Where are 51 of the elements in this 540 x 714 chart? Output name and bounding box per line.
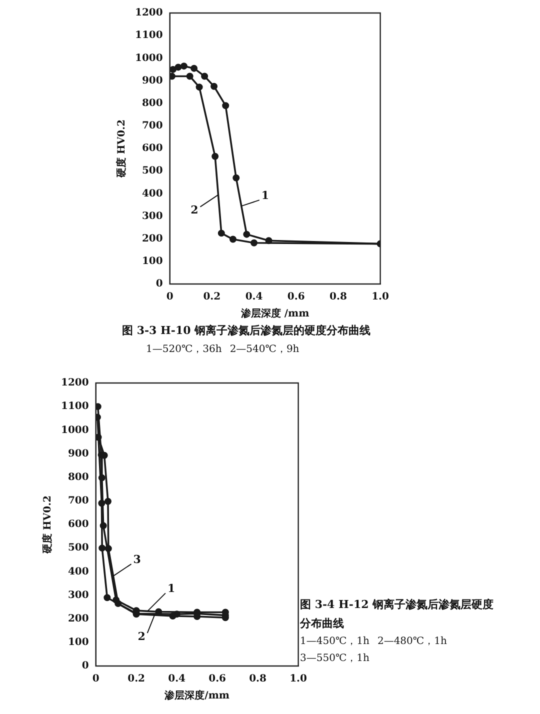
x-tick-label: 0.8 — [330, 292, 347, 303]
x-tick-label: 1.0 — [290, 674, 308, 685]
x-tick-label: 0.2 — [128, 674, 146, 685]
y-tick-label: 300 — [68, 590, 89, 601]
y-axis-title: 硬度 HV0.2 — [42, 495, 54, 555]
x-tick-label: 0.4 — [245, 292, 263, 303]
x-tick-label: 1.0 — [372, 292, 390, 303]
x-axis-title: 渗层深度/mm — [164, 690, 230, 702]
y-tick-label: 200 — [68, 613, 89, 624]
y-tick-label: 600 — [68, 519, 89, 530]
legend-label: 1 — [261, 188, 270, 202]
y-tick-label: 600 — [142, 143, 163, 154]
y-tick-label: 400 — [142, 188, 163, 200]
y-tick-label: 800 — [68, 472, 89, 483]
y-tick-label: 200 — [142, 233, 163, 244]
legend-label: 2 — [138, 630, 146, 643]
y-tick-label: 1200 — [134, 8, 163, 19]
y-tick-label: 0 — [156, 278, 163, 290]
x-tick-label: 0.6 — [287, 292, 305, 303]
x-tick-label: 0.4 — [168, 674, 186, 685]
y-tick-label: 500 — [68, 542, 89, 554]
y-tick-label: 1200 — [60, 378, 89, 389]
y-tick-label: 300 — [142, 210, 163, 222]
y-tick-label: 500 — [142, 166, 163, 177]
y-tick-label: 100 — [142, 256, 163, 268]
x-tick-label: 0.8 — [249, 674, 267, 685]
x-tick-label: 0.6 — [208, 674, 226, 685]
y-axis-title: 硬度 HV0.2 — [116, 119, 128, 179]
y-tick-label: 1100 — [134, 30, 163, 42]
y-tick-label: 700 — [68, 496, 89, 507]
text: 1—450℃，1h 2—480℃，1h 3—550℃，1h — [300, 635, 447, 666]
y-tick-label: 400 — [68, 566, 89, 578]
y-tick-label: 100 — [68, 637, 89, 648]
text: 图 3-4 H-12 钢离子渗氮后渗氮层硬度分布曲线 — [300, 597, 495, 632]
text: 1—520℃，36h 2—540℃，9h — [146, 342, 300, 357]
y-tick-label: 1000 — [134, 52, 163, 64]
y-tick-label: 0 — [82, 660, 89, 672]
x-tick-label: 0.2 — [203, 292, 221, 303]
text: 图 3-3 H-10 钢离子渗氮后渗氮层的硬度分布曲线 — [122, 323, 372, 339]
series-label: 2 — [190, 204, 198, 217]
series-label: 1 — [167, 582, 176, 596]
y-tick-label: 1100 — [60, 401, 89, 412]
y-tick-label: 900 — [142, 75, 163, 86]
y-tick-label: 800 — [142, 98, 163, 109]
x-axis-title: 渗层深度 /mm — [240, 308, 310, 320]
y-tick-label: 900 — [68, 448, 89, 460]
x-tick-label: 0 — [92, 674, 100, 685]
x-tick-label: 0 — [166, 292, 174, 303]
series-label: 3 — [133, 552, 141, 566]
y-tick-label: 1000 — [60, 424, 89, 436]
y-tick-label: 700 — [142, 120, 163, 132]
